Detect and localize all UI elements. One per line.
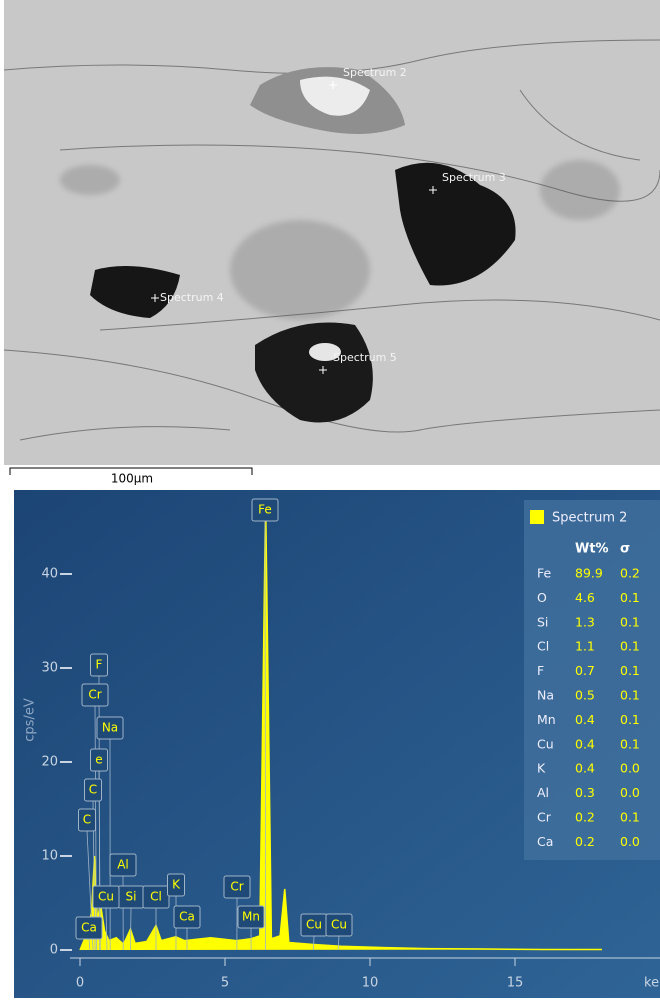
- peak-label: F: [96, 658, 103, 672]
- sem-image: Spectrum 2 Spectrum 3 Spectrum 4 Spectru…: [4, 0, 660, 465]
- table-cell: 0.1: [620, 663, 640, 678]
- page: Spectrum 2 Spectrum 3 Spectrum 4 Spectru…: [0, 0, 660, 998]
- peak-label: Na: [102, 721, 118, 735]
- legend-swatch: [530, 510, 544, 524]
- table-cell: 0.1: [620, 614, 640, 629]
- x-tick-label: 10: [362, 976, 379, 991]
- peak-leader: [313, 936, 314, 950]
- table-header: Wt%: [575, 542, 609, 557]
- table-cell: 0.1: [620, 810, 640, 825]
- peak-label: Ca: [179, 910, 195, 924]
- peak-label: Fe: [258, 503, 272, 517]
- table-cell: Al: [537, 785, 549, 800]
- table-cell: 0.0: [620, 761, 640, 776]
- spectrum-label: Spectrum 4: [160, 291, 224, 304]
- y-tick-label: 30: [41, 661, 58, 676]
- x-tick-label: 0: [76, 976, 84, 991]
- peak-label: Al: [117, 858, 129, 872]
- peak-label: Cu: [306, 918, 322, 932]
- x-tick-label: 5: [221, 976, 229, 991]
- table-cell: 89.9: [575, 566, 603, 581]
- table-cell: 4.6: [575, 590, 595, 605]
- peak-label: Cu: [98, 890, 114, 904]
- table-cell: 0.1: [620, 736, 640, 751]
- table-cell: 0.2: [575, 810, 595, 825]
- spectrum-label: Spectrum 5: [333, 351, 397, 364]
- x-tick-label: 15: [507, 976, 524, 991]
- table-cell: 0.1: [620, 639, 640, 654]
- peak-label: Cl: [150, 890, 162, 904]
- table-cell: 0.4: [575, 736, 595, 751]
- table-cell: Ca: [537, 834, 553, 849]
- peak-label: Si: [126, 890, 137, 904]
- y-tick-label: 40: [41, 567, 58, 582]
- scale-bar-label: 100µm: [111, 472, 153, 486]
- peak-label: C: [83, 813, 91, 827]
- table-cell: 0.4: [575, 761, 595, 776]
- table-cell: Si: [537, 614, 548, 629]
- table-cell: 0.1: [620, 590, 640, 605]
- table-cell: Cl: [537, 639, 549, 654]
- table-cell: 1.1: [575, 639, 595, 654]
- table-cell: Mn: [537, 712, 556, 727]
- spectrum-label: Spectrum 2: [343, 66, 407, 79]
- table-cell: Na: [537, 688, 554, 703]
- table-cell: 0.4: [575, 712, 595, 727]
- x-axis-label: ke: [644, 976, 659, 991]
- table-cell: 0.5: [575, 688, 595, 703]
- peak-label: Cr: [230, 880, 243, 894]
- table-cell: Cr: [537, 810, 552, 825]
- peak-leader: [130, 908, 131, 950]
- table-cell: 1.3: [575, 614, 595, 629]
- table-cell: 0.1: [620, 688, 640, 703]
- peak-label: Ca: [81, 921, 97, 935]
- table-cell: K: [537, 761, 546, 776]
- table-cell: F: [537, 663, 544, 678]
- table-cell: 0.0: [620, 834, 640, 849]
- table-header: σ: [620, 542, 630, 557]
- peak-label: Cr: [88, 688, 101, 702]
- table-cell: O: [537, 590, 547, 605]
- peak-label: C: [89, 783, 97, 797]
- spectrum-label: Spectrum 3: [442, 171, 506, 184]
- table-cell: 0.1: [620, 712, 640, 727]
- y-tick-label: 0: [50, 943, 58, 958]
- table-cell: 0.2: [620, 566, 640, 581]
- table-cell: 0.2: [575, 834, 595, 849]
- peak-label: Mn: [242, 910, 260, 924]
- table-cell: 0.7: [575, 663, 595, 678]
- y-tick-label: 10: [41, 849, 58, 864]
- figure: Spectrum 2 Spectrum 3 Spectrum 4 Spectru…: [0, 0, 660, 998]
- peak-label: K: [172, 878, 181, 892]
- table-cell: Fe: [537, 566, 552, 581]
- y-tick-label: 20: [41, 755, 58, 770]
- table-cell: Cu: [537, 736, 554, 751]
- table-cell: 0.3: [575, 785, 595, 800]
- peak-label: e: [95, 753, 102, 767]
- peak-label: Cu: [331, 918, 347, 932]
- table-cell: 0.0: [620, 785, 640, 800]
- legend-label: Spectrum 2: [552, 511, 627, 526]
- y-axis-label: cps/eV: [23, 698, 38, 742]
